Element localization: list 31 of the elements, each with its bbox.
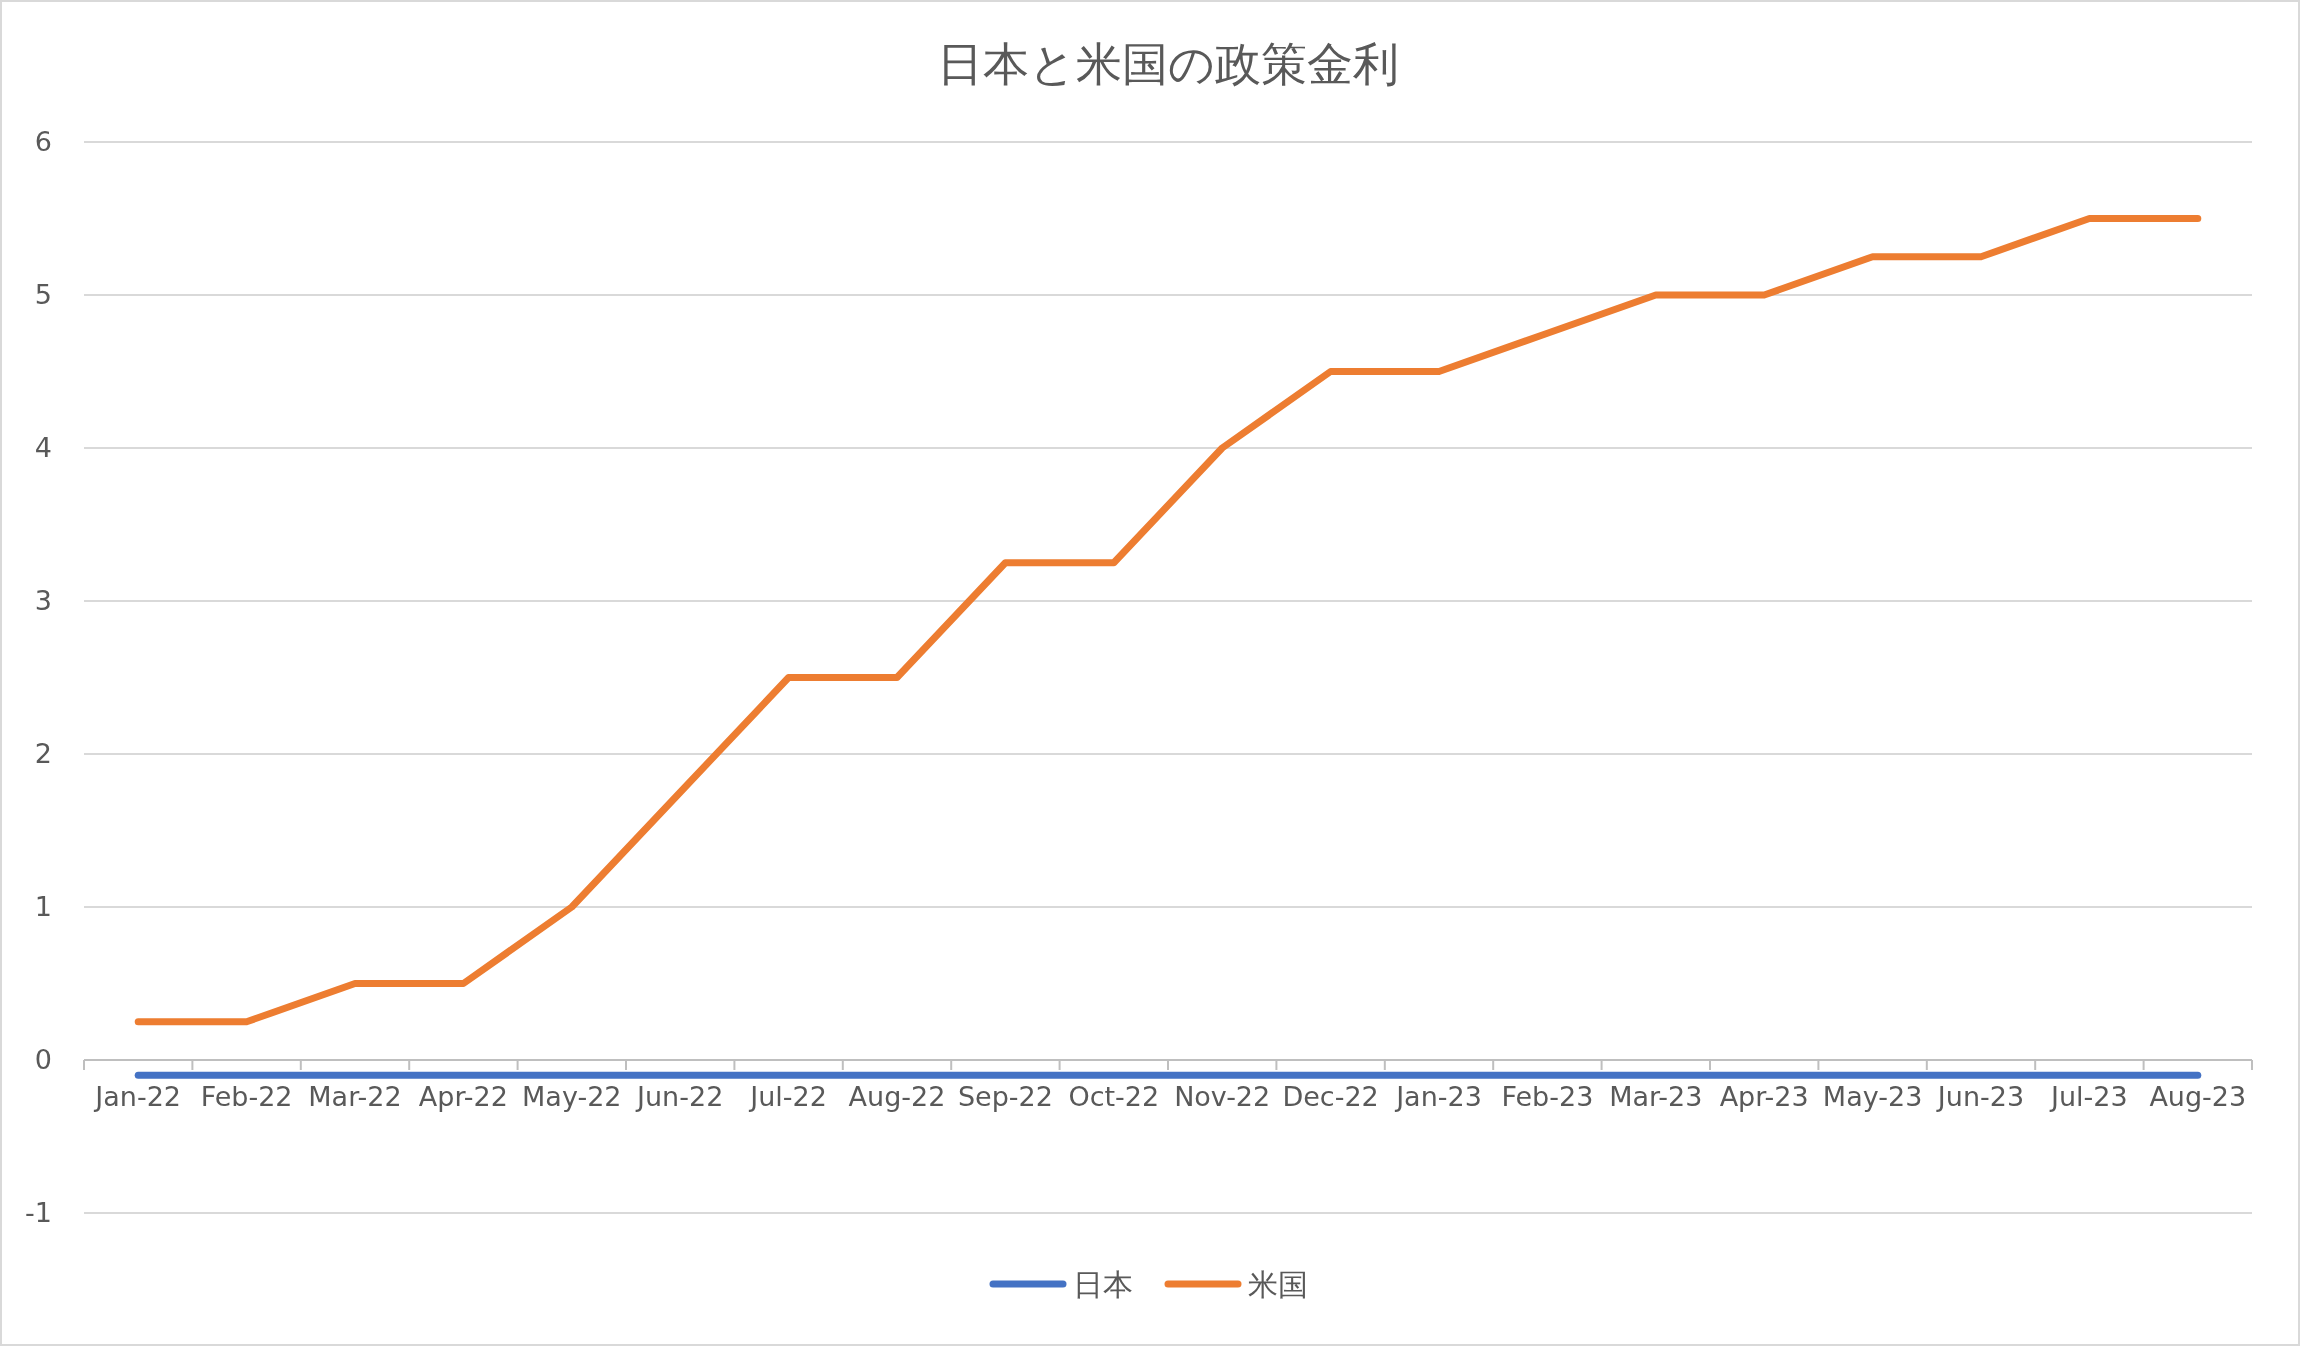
x-tick-label: Jan-23 <box>1394 1081 1482 1112</box>
legend-label: 米国 <box>1248 1267 1308 1302</box>
x-tick-label: May-22 <box>522 1081 622 1112</box>
y-tick-label: 1 <box>34 891 52 922</box>
x-tick-label: Nov-22 <box>1174 1081 1271 1112</box>
y-tick-label: 2 <box>34 738 52 769</box>
legend-label: 日本 <box>1073 1267 1133 1302</box>
y-tick-label: 5 <box>34 279 52 310</box>
x-tick-label: Sep-22 <box>957 1081 1053 1112</box>
x-tick-label: Dec-22 <box>1282 1081 1379 1112</box>
x-tick-label: Aug-23 <box>2149 1081 2247 1112</box>
y-tick-label: 0 <box>34 1044 52 1075</box>
x-tick-label: Feb-23 <box>1501 1081 1594 1112</box>
x-tick-label: Mar-22 <box>308 1081 402 1112</box>
x-tick-label: Feb-22 <box>200 1081 293 1112</box>
x-tick-label: Jul-23 <box>2049 1081 2128 1112</box>
x-tick-label: Aug-22 <box>848 1081 946 1112</box>
x-tick-label: May-23 <box>1822 1081 1923 1112</box>
y-tick-label: 6 <box>34 126 52 157</box>
x-tick-label: Oct-22 <box>1068 1081 1160 1112</box>
x-tick-label: Apr-22 <box>418 1081 508 1112</box>
x-tick-label: Apr-23 <box>1719 1081 1809 1112</box>
x-tick-label: Jun-22 <box>635 1081 724 1112</box>
y-tick-label: 4 <box>34 432 52 463</box>
x-tick-label: Mar-23 <box>1609 1081 1703 1112</box>
x-tick-label: Jan-22 <box>93 1081 182 1112</box>
x-tick-label: Jul-22 <box>748 1081 827 1112</box>
x-tick-label: Jun-23 <box>1935 1081 2025 1112</box>
y-tick-label: -1 <box>25 1197 52 1228</box>
y-tick-label: 3 <box>34 585 52 616</box>
chart-title: 日本と米国の政策金利 <box>937 37 1399 91</box>
